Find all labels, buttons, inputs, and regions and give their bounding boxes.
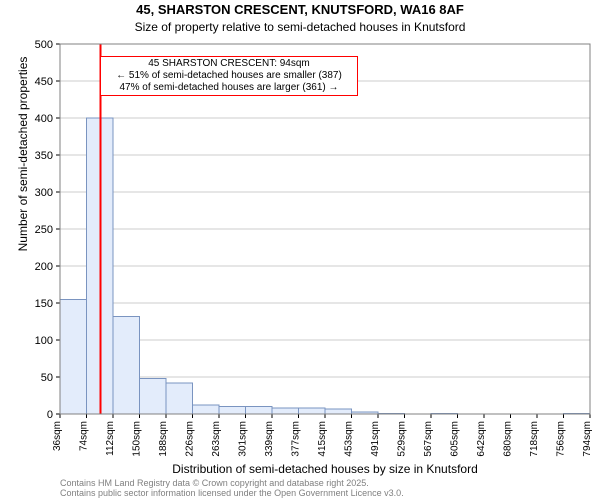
- svg-text:415sqm: 415sqm: [317, 421, 328, 457]
- svg-text:36sqm: 36sqm: [52, 421, 63, 451]
- svg-text:400: 400: [35, 113, 53, 125]
- svg-text:74sqm: 74sqm: [79, 421, 90, 451]
- svg-text:500: 500: [35, 39, 53, 51]
- footer: Contains HM Land Registry data © Crown c…: [0, 478, 600, 498]
- bar: [140, 378, 167, 414]
- svg-text:226sqm: 226sqm: [185, 421, 196, 457]
- svg-text:450: 450: [35, 76, 53, 88]
- svg-text:377sqm: 377sqm: [291, 421, 302, 457]
- chart-title-line1: 45, SHARSTON CRESCENT, KNUTSFORD, WA16 8…: [0, 2, 600, 17]
- annotation-box: 45 SHARSTON CRESCENT: 94sqm ← 51% of sem…: [100, 56, 358, 96]
- bar: [60, 299, 87, 414]
- svg-text:453sqm: 453sqm: [344, 421, 355, 457]
- annotation-line3: 47% of semi-detached houses are larger (…: [103, 82, 355, 94]
- bar: [246, 407, 273, 414]
- svg-text:0: 0: [47, 409, 53, 421]
- chart-root: { "title": { "line1": "45, SHARSTON CRES…: [0, 0, 600, 500]
- footer-line1: Contains HM Land Registry data © Crown c…: [0, 478, 600, 488]
- bar: [113, 316, 140, 414]
- svg-text:200: 200: [35, 261, 53, 273]
- svg-text:188sqm: 188sqm: [158, 421, 169, 457]
- bar: [166, 383, 193, 414]
- svg-text:605sqm: 605sqm: [450, 421, 461, 457]
- svg-text:756sqm: 756sqm: [556, 421, 567, 457]
- bar: [193, 405, 220, 414]
- svg-text:794sqm: 794sqm: [582, 421, 593, 457]
- svg-text:300: 300: [35, 187, 53, 199]
- svg-text:150: 150: [35, 298, 53, 310]
- y-axis-label: Number of semi-detached properties: [16, 0, 30, 339]
- svg-text:150sqm: 150sqm: [132, 421, 143, 457]
- svg-text:339sqm: 339sqm: [264, 421, 275, 457]
- bar: [325, 409, 352, 414]
- annotation-line2: 45 SHARSTON CRESCENT: 94sqm: [103, 58, 355, 70]
- svg-text:680sqm: 680sqm: [503, 421, 514, 457]
- svg-text:250: 250: [35, 224, 53, 236]
- chart-title-line2: Size of property relative to semi-detach…: [0, 20, 600, 34]
- x-axis-label: Distribution of semi-detached houses by …: [60, 462, 590, 476]
- svg-text:350: 350: [35, 150, 53, 162]
- svg-text:50: 50: [41, 372, 53, 384]
- svg-text:567sqm: 567sqm: [423, 421, 434, 457]
- bar: [272, 408, 299, 414]
- bar: [299, 408, 326, 414]
- svg-text:491sqm: 491sqm: [370, 421, 381, 457]
- svg-text:100: 100: [35, 335, 53, 347]
- annotation-line1: ← 51% of semi-detached houses are smalle…: [103, 70, 355, 82]
- svg-text:112sqm: 112sqm: [105, 421, 116, 456]
- svg-text:263sqm: 263sqm: [211, 421, 222, 457]
- footer-line2: Contains public sector information licen…: [0, 488, 600, 498]
- svg-text:301sqm: 301sqm: [238, 421, 249, 457]
- plot-area: 05010015020025030035040045050036sqm74sqm…: [60, 44, 590, 414]
- svg-text:718sqm: 718sqm: [529, 421, 540, 457]
- bar: [219, 407, 246, 414]
- svg-text:529sqm: 529sqm: [397, 421, 408, 457]
- svg-text:642sqm: 642sqm: [476, 421, 487, 457]
